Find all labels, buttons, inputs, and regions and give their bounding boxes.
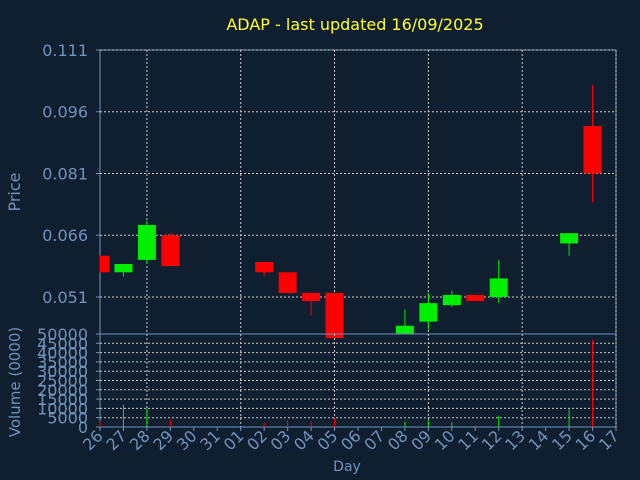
volume-tick-label: 15000 [37,390,88,409]
volume-tick-label: 50000 [37,325,88,344]
volume-tick-label: 0 [78,418,88,437]
x-tick-label: 17 [595,426,623,454]
price-panel: 0.111 0.096 0.081 0.066 0.051 [42,41,617,339]
candle-body [302,292,321,302]
volume-tick-label: 5000 [47,409,88,428]
candle-body [255,261,274,273]
price-tick-label: 0.051 [42,288,88,307]
volume-tick-label: 40000 [37,344,88,363]
candle-body [560,233,579,244]
price-axis-label: Price [5,172,24,211]
candle-body [395,325,414,334]
volume-tick-label: 20000 [37,381,88,400]
candle-body [114,264,133,273]
candle-body [325,292,344,339]
x-axis-label: Day [333,459,361,475]
candle-body [442,294,461,306]
candle-body [161,235,180,267]
volume-tick-label: 45000 [37,334,88,353]
volume-axis-label: Volume (0000) [6,327,24,437]
candle-body [137,224,156,260]
volume-tick-label: 35000 [37,353,88,372]
price-panel-frame [99,49,617,335]
volume-panel: 5000045000400003500030000250002000015000… [37,325,617,437]
volume-tick-label: 10000 [37,399,88,418]
volume-tick-label: 25000 [37,372,88,391]
candle-body [466,294,485,302]
price-tick-label: 0.081 [42,164,88,183]
candle-body [583,126,602,174]
volume-tick-label: 30000 [37,362,88,381]
candle-body [100,255,109,273]
price-tick-label: 0.066 [42,226,88,245]
price-tick-label: 0.111 [42,41,88,60]
chart-title: ADAP - last updated 16/09/2025 [226,15,483,34]
candle-body [489,278,508,297]
candle-body [278,272,297,293]
candle-body [419,303,438,322]
x-tick-labels: 2627282930310102030405060708091011121314… [79,426,623,454]
price-tick-label: 0.096 [42,103,88,122]
